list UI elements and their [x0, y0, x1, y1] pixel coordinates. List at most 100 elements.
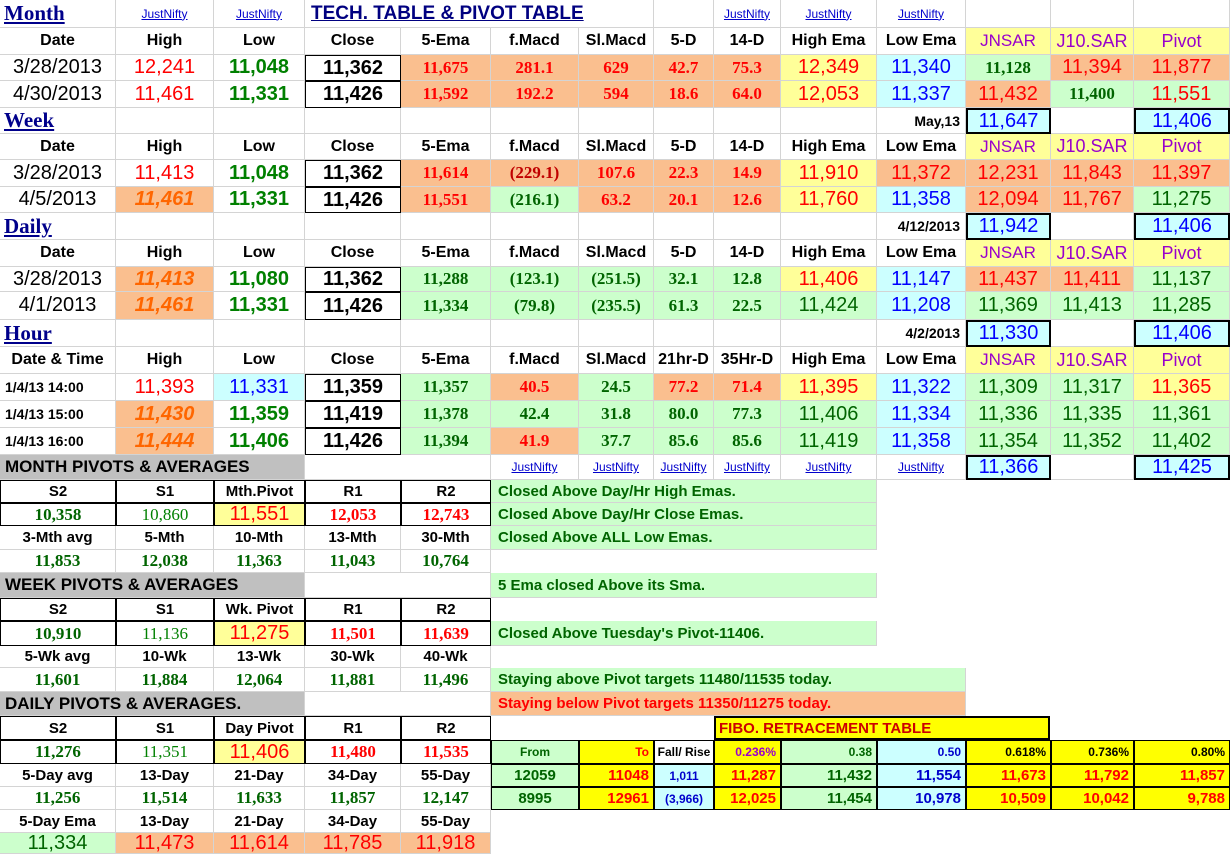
pivot-header: R2	[401, 716, 491, 740]
cell-pivot: 11,402	[1134, 428, 1230, 455]
cell-j10sar: 11,413	[1051, 292, 1134, 320]
fibo-cell: From	[491, 740, 579, 764]
cell-highema: 12,349	[781, 55, 877, 81]
column-header-j10sar: J10.SAR	[1051, 134, 1134, 160]
blank	[491, 320, 579, 347]
ema-header: 55-Day	[401, 810, 491, 833]
cell-d5: 61.3	[654, 292, 714, 320]
cell-lowema: 11,208	[877, 292, 966, 320]
jnsar-target-box: 11,647	[966, 108, 1051, 134]
column-header-high: High	[116, 240, 214, 267]
average-value: 12,147	[401, 787, 491, 810]
blank	[781, 213, 877, 240]
justnifty-link: JustNifty	[491, 455, 579, 480]
cell-close: 11,359	[305, 374, 401, 401]
average-value: 11,884	[116, 668, 214, 692]
pivot-header: S2	[0, 716, 116, 740]
cell-slmacd: 37.7	[579, 428, 654, 455]
cell-pivot: 11,551	[1134, 81, 1230, 108]
pivot-header: R2	[401, 598, 491, 621]
cell-d5: 42.7	[654, 55, 714, 81]
fibo-cell: 11,673	[966, 764, 1051, 787]
fibo-cell: 11,454	[781, 787, 877, 810]
cell-high: 11,393	[116, 374, 214, 401]
justnifty-link: JustNifty	[877, 0, 966, 28]
cell-fmacd: (216.1)	[491, 187, 579, 213]
week-pivots-title: WEEK PIVOTS & AVERAGES	[0, 573, 305, 598]
blank	[1051, 213, 1134, 240]
cell-d5: 85.6	[654, 428, 714, 455]
fibo-cell: 11,792	[1051, 764, 1134, 787]
column-header-fmacd: f.Macd	[491, 28, 579, 55]
cell-fmacd: 41.9	[491, 428, 579, 455]
cell-date: 3/28/2013	[0, 55, 116, 81]
cell-highema: 11,424	[781, 292, 877, 320]
column-header-datetime: Date & Time	[0, 347, 116, 374]
cell-j10sar: 11,400	[1051, 81, 1134, 108]
average-header: 13-Day	[116, 764, 214, 787]
average-header: 10-Wk	[116, 646, 214, 668]
average-value: 11,601	[0, 668, 116, 692]
cell-jnsar: 11,336	[966, 401, 1051, 428]
section-daily-label: Daily	[0, 213, 116, 240]
justnifty-link: JustNifty	[116, 0, 214, 28]
justnifty-link: JustNifty	[654, 455, 714, 480]
cell-d14: 77.3	[714, 401, 781, 428]
blank	[491, 108, 579, 134]
cell-lowema: 11,147	[877, 267, 966, 292]
fibo-cell: 0.50	[877, 740, 966, 764]
blank	[1134, 0, 1230, 28]
status-note: 5 Ema closed Above its Sma.	[491, 573, 877, 598]
cell-highema: 11,406	[781, 267, 877, 292]
blank	[654, 320, 714, 347]
blank	[305, 455, 491, 480]
cell-highema: 11,910	[781, 160, 877, 187]
column-header-j10sar: J10.SAR	[1051, 347, 1134, 374]
column-header-pivot: Pivot	[1134, 134, 1230, 160]
average-header: 5-Wk avg	[0, 646, 116, 668]
period-label: 4/12/2013	[877, 213, 966, 240]
cell-ema5: 11,334	[401, 292, 491, 320]
blank	[116, 320, 214, 347]
period-label: May,13	[877, 108, 966, 134]
cell-high: 11,413	[116, 160, 214, 187]
blank	[305, 213, 401, 240]
cell-high: 11,430	[116, 401, 214, 428]
column-header-highema: High Ema	[781, 347, 877, 374]
cell-d14: 22.5	[714, 292, 781, 320]
ema-value: 11,334	[0, 833, 116, 854]
column-header-d5: 5-D	[654, 28, 714, 55]
cell-d14: 12.8	[714, 267, 781, 292]
cell-d14: 75.3	[714, 55, 781, 81]
column-header-pivot: Pivot	[1134, 347, 1230, 374]
cell-close: 11,362	[305, 55, 401, 81]
pivot-value: 12,743	[401, 503, 491, 526]
cell-ema5: 11,288	[401, 267, 491, 292]
blank	[305, 108, 401, 134]
column-header-low: Low	[214, 240, 305, 267]
fibo-cell: (3,966)	[654, 787, 714, 810]
jnsar-target-box: 11,330	[966, 320, 1051, 347]
blank	[214, 320, 305, 347]
fibo-cell: 0.236%	[714, 740, 781, 764]
blank	[781, 108, 877, 134]
fibo-cell: 0.80%	[1134, 740, 1230, 764]
cell-jnsar: 12,094	[966, 187, 1051, 213]
pivot-value: 11,406	[214, 740, 305, 764]
average-header: 10-Mth	[214, 526, 305, 550]
ema-value: 11,473	[116, 833, 214, 854]
average-value: 12,064	[214, 668, 305, 692]
average-header: 40-Wk	[401, 646, 491, 668]
pivot-value: 12,053	[305, 503, 401, 526]
pivot-header: Day Pivot	[214, 716, 305, 740]
average-header: 5-Mth	[116, 526, 214, 550]
cell-fmacd: 281.1	[491, 55, 579, 81]
pivot-value: 11,501	[305, 621, 401, 646]
cell-slmacd: 63.2	[579, 187, 654, 213]
blank	[1051, 320, 1134, 347]
cell-highema: 11,419	[781, 428, 877, 455]
column-header-j10sar: J10.SAR	[1051, 28, 1134, 55]
cell-lowema: 11,337	[877, 81, 966, 108]
cell-j10sar: 11,335	[1051, 401, 1134, 428]
average-header: 30-Mth	[401, 526, 491, 550]
